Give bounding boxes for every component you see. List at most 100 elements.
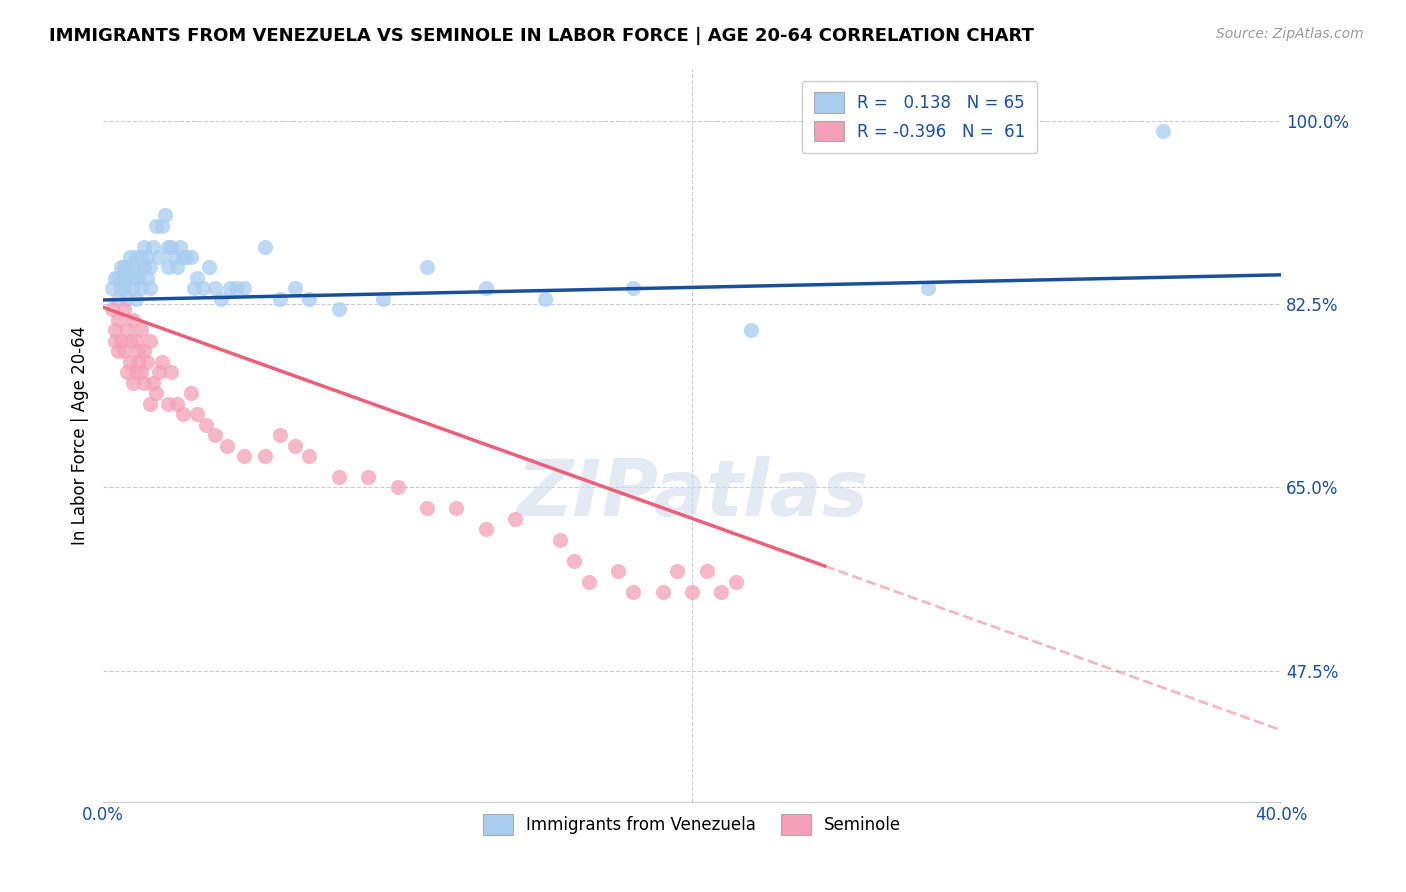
Point bbox=[115, 323, 138, 337]
Point bbox=[127, 260, 149, 275]
Point bbox=[198, 260, 221, 275]
Point bbox=[136, 250, 159, 264]
Point bbox=[283, 438, 305, 452]
Point bbox=[131, 365, 153, 379]
Point bbox=[195, 417, 218, 432]
Point bbox=[533, 292, 555, 306]
Point bbox=[156, 397, 179, 411]
Point bbox=[172, 407, 194, 421]
Point bbox=[475, 522, 498, 536]
Point bbox=[174, 250, 197, 264]
Point bbox=[283, 281, 305, 295]
Point bbox=[110, 260, 132, 275]
Point bbox=[127, 344, 149, 359]
Point bbox=[169, 239, 191, 253]
Point bbox=[186, 271, 208, 285]
Point bbox=[115, 292, 138, 306]
Point bbox=[131, 281, 153, 295]
Point bbox=[101, 281, 124, 295]
Point bbox=[110, 334, 132, 348]
Point bbox=[139, 397, 162, 411]
Point bbox=[204, 428, 226, 442]
Text: ZIPatlas: ZIPatlas bbox=[516, 456, 868, 532]
Point bbox=[160, 365, 183, 379]
Point bbox=[651, 585, 673, 599]
Point bbox=[148, 365, 170, 379]
Point bbox=[112, 271, 135, 285]
Point bbox=[416, 501, 439, 516]
Point bbox=[118, 355, 141, 369]
Point bbox=[107, 313, 129, 327]
Point bbox=[134, 376, 156, 390]
Point bbox=[104, 323, 127, 337]
Point bbox=[107, 271, 129, 285]
Point bbox=[134, 344, 156, 359]
Point bbox=[607, 564, 630, 578]
Point bbox=[115, 260, 138, 275]
Point bbox=[696, 564, 718, 578]
Point bbox=[124, 365, 146, 379]
Point bbox=[121, 281, 143, 295]
Text: IMMIGRANTS FROM VENEZUELA VS SEMINOLE IN LABOR FORCE | AGE 20-64 CORRELATION CHA: IMMIGRANTS FROM VENEZUELA VS SEMINOLE IN… bbox=[49, 27, 1033, 45]
Point bbox=[153, 208, 176, 222]
Point bbox=[1152, 124, 1174, 138]
Point bbox=[328, 302, 350, 317]
Point bbox=[475, 281, 498, 295]
Point bbox=[578, 574, 600, 589]
Point bbox=[166, 260, 188, 275]
Point bbox=[160, 239, 183, 253]
Point bbox=[145, 386, 167, 401]
Point bbox=[107, 344, 129, 359]
Point bbox=[166, 397, 188, 411]
Point bbox=[172, 250, 194, 264]
Point bbox=[180, 386, 202, 401]
Point bbox=[142, 239, 165, 253]
Point bbox=[298, 449, 321, 463]
Point bbox=[416, 260, 439, 275]
Point bbox=[917, 281, 939, 295]
Point bbox=[110, 281, 132, 295]
Point bbox=[127, 271, 149, 285]
Point bbox=[254, 239, 277, 253]
Point bbox=[115, 271, 138, 285]
Legend: Immigrants from Venezuela, Seminole: Immigrants from Venezuela, Seminole bbox=[472, 805, 911, 845]
Point bbox=[621, 585, 644, 599]
Point bbox=[118, 334, 141, 348]
Point bbox=[124, 292, 146, 306]
Point bbox=[156, 260, 179, 275]
Point bbox=[710, 585, 733, 599]
Point bbox=[269, 292, 291, 306]
Point bbox=[371, 292, 394, 306]
Point bbox=[134, 239, 156, 253]
Point bbox=[139, 334, 162, 348]
Point bbox=[136, 271, 159, 285]
Point bbox=[163, 250, 186, 264]
Point bbox=[357, 470, 380, 484]
Point bbox=[193, 281, 215, 295]
Point bbox=[124, 250, 146, 264]
Point bbox=[269, 428, 291, 442]
Point bbox=[112, 281, 135, 295]
Point bbox=[115, 365, 138, 379]
Point bbox=[121, 313, 143, 327]
Point bbox=[145, 219, 167, 233]
Point bbox=[112, 260, 135, 275]
Y-axis label: In Labor Force | Age 20-64: In Labor Force | Age 20-64 bbox=[72, 326, 89, 545]
Point bbox=[387, 480, 409, 494]
Point bbox=[150, 355, 173, 369]
Point bbox=[209, 292, 232, 306]
Point bbox=[148, 250, 170, 264]
Point bbox=[186, 407, 208, 421]
Point bbox=[298, 292, 321, 306]
Point bbox=[681, 585, 703, 599]
Point bbox=[131, 250, 153, 264]
Point bbox=[233, 281, 256, 295]
Point bbox=[183, 281, 205, 295]
Point bbox=[254, 449, 277, 463]
Point bbox=[725, 574, 748, 589]
Point bbox=[118, 250, 141, 264]
Point bbox=[121, 271, 143, 285]
Point bbox=[446, 501, 468, 516]
Point bbox=[180, 250, 202, 264]
Point bbox=[150, 219, 173, 233]
